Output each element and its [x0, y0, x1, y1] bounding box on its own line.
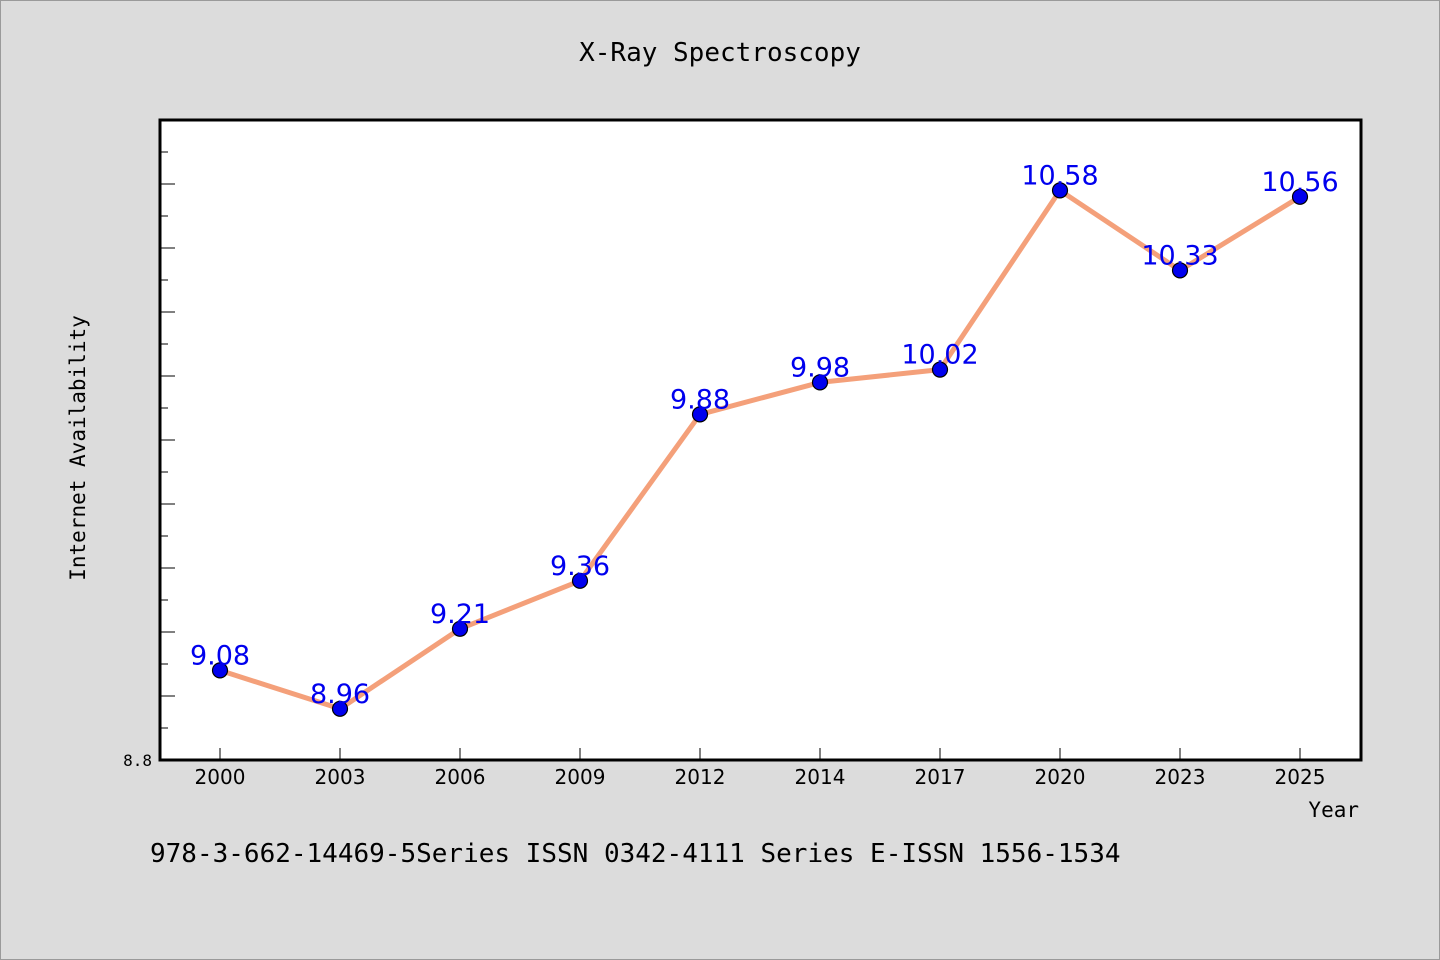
data-label: 9.98 — [790, 352, 850, 383]
data-label: 10.58 — [1021, 160, 1098, 191]
data-point — [931, 361, 949, 378]
data-label: 9.08 — [190, 640, 250, 671]
data-point — [1171, 262, 1189, 279]
data-label: 9.36 — [550, 551, 610, 582]
x-tick-label: 2003 — [315, 765, 366, 789]
data-point — [331, 700, 349, 717]
series-line-group — [217, 187, 1303, 712]
y-axis-ticks: 8.8 — [123, 119, 175, 770]
data-labels: 9.08 8.96 9.21 9.36 9.88 9.98 10.02 10.58 10.33 1… — [190, 160, 1339, 709]
series-markers — [211, 182, 1309, 717]
plot-area — [158, 118, 1363, 762]
x-tick-label: 2006 — [435, 765, 486, 789]
y-tick-label: 8.8 — [123, 751, 152, 770]
x-tick-label: 2012 — [675, 765, 726, 789]
chart-title: X-Ray Spectroscopy — [579, 38, 861, 68]
x-axis-ticks: 2000 2003 2006 2009 2012 2014 2017 2020 2023 2025 — [195, 748, 1326, 789]
x-tick-label: 2000 — [195, 765, 246, 789]
x-tick-label: 2014 — [795, 765, 846, 789]
data-label: 10.02 — [901, 340, 978, 371]
x-tick-label: 2009 — [555, 765, 606, 789]
x-tick-label: 2020 — [1035, 765, 1086, 789]
data-label: 9.21 — [430, 599, 490, 630]
data-point — [571, 572, 589, 589]
data-point — [1291, 188, 1309, 205]
data-label: 10.33 — [1141, 240, 1218, 271]
footer-text: 978-3-662-14469-5Series ISSN 0342-4111 S… — [150, 839, 1121, 869]
x-tick-label: 2023 — [1155, 765, 1206, 789]
data-label: 8.96 — [310, 679, 370, 710]
data-point — [211, 662, 229, 679]
data-point — [1051, 182, 1069, 199]
x-axis-label: Year — [1308, 798, 1359, 822]
data-label: 10.56 — [1261, 167, 1338, 198]
x-tick-label: 2025 — [1275, 765, 1326, 789]
series-line — [217, 187, 1303, 712]
data-point — [691, 406, 709, 423]
data-point — [451, 620, 469, 637]
y-axis-label: Internet Availability — [66, 315, 90, 581]
data-point — [811, 374, 829, 391]
data-label: 9.88 — [670, 384, 730, 415]
x-tick-label: 2017 — [915, 765, 966, 789]
